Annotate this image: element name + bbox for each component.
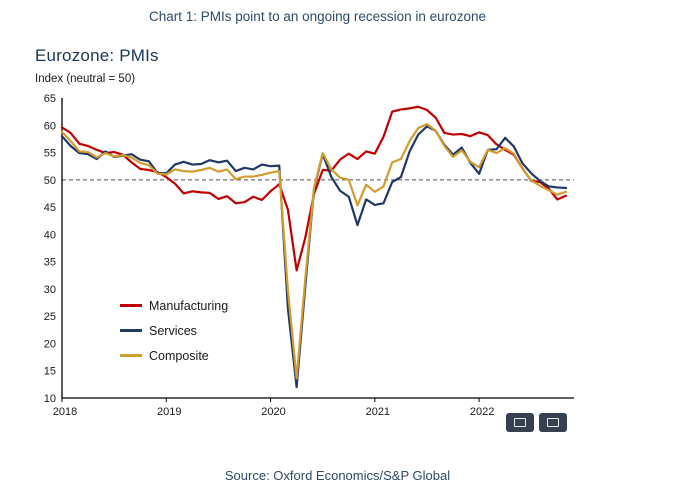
svg-text:20: 20 [44,338,56,350]
chart-heading: Eurozone: PMIs [35,46,159,65]
svg-text:40: 40 [44,229,56,241]
pmi-line-chart: 10 15 20 25 30 35 40 45 50 55 60 65 2018 2019 2020 2021… [44,93,574,418]
legend-item-composite: Composite [120,343,228,368]
chart-tool-icon-left[interactable] [506,413,534,432]
svg-text:2022: 2022 [470,406,494,418]
svg-text:2018: 2018 [53,406,77,418]
svg-text:50: 50 [44,175,56,187]
legend-label-manufacturing: Manufacturing [149,298,229,313]
chart-subtitle: Index (neutral = 50) [35,73,136,85]
legend-label-composite: Composite [149,348,209,363]
svg-text:55: 55 [44,148,56,160]
services-line-swatch [120,329,142,332]
svg-text:60: 60 [44,120,56,132]
svg-text:65: 65 [44,93,56,105]
svg-text:25: 25 [44,311,56,323]
source-caption: Source: Oxford Economics/S&P Global [224,468,451,483]
svg-text:30: 30 [44,284,56,296]
composite-line-swatch [120,354,142,357]
svg-text:15: 15 [44,366,56,378]
legend-item-manufacturing: Manufacturing [120,293,228,318]
svg-text:2019: 2019 [157,406,181,418]
chart-toolbar [506,413,567,432]
svg-text:2021: 2021 [366,406,390,418]
svg-text:35: 35 [44,257,56,269]
manufacturing-line-swatch [120,304,142,307]
frame-icon [514,418,526,427]
legend-item-services: Services [120,318,228,343]
svg-text:2020: 2020 [261,406,285,418]
frame-icon [547,418,559,427]
chart-tool-icon-right[interactable] [539,413,567,432]
legend-label-services: Services [149,323,197,338]
chart-legend: Manufacturing Services Composite [120,293,228,368]
page-title: Chart 1: PMIs point to an ongoing recess… [149,9,486,24]
svg-text:45: 45 [44,202,56,214]
svg-text:10: 10 [44,393,56,405]
